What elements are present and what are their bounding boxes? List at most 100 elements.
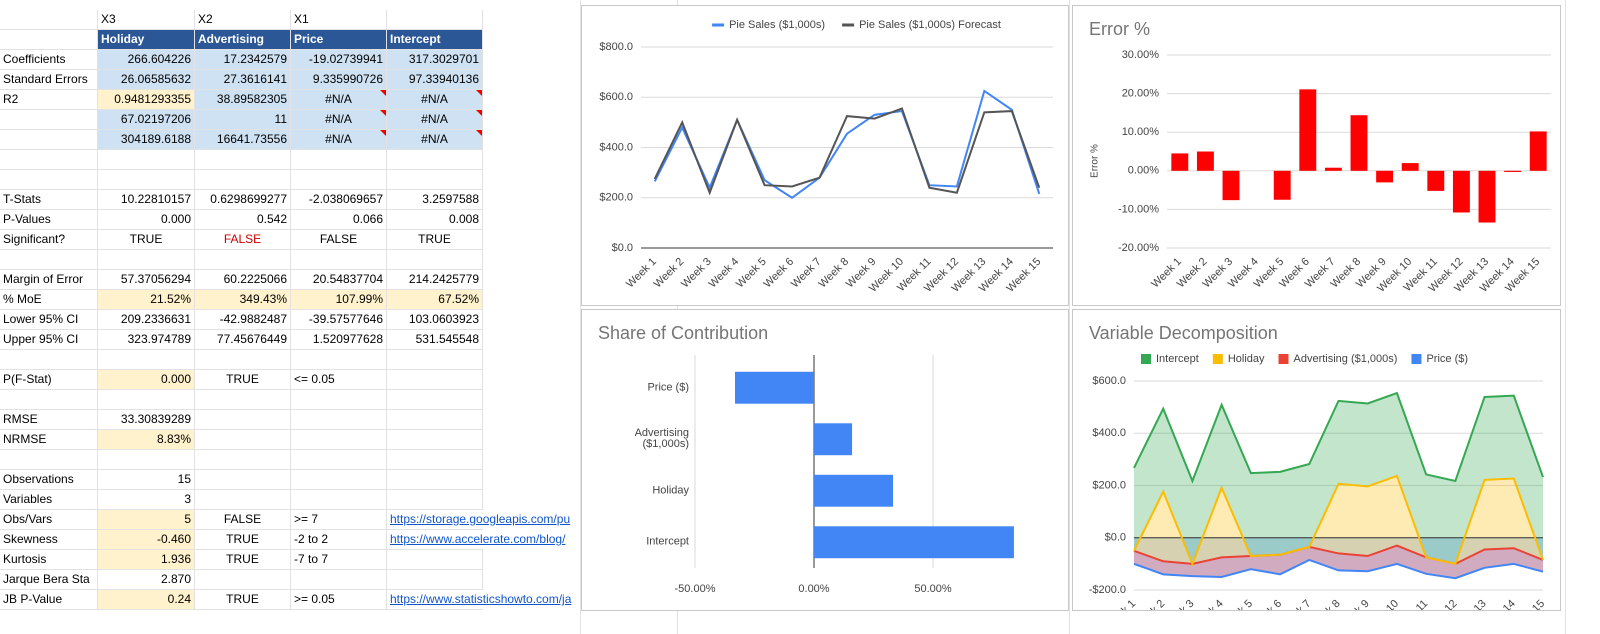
y-tick-label: $200.0 — [599, 192, 633, 204]
cell: Upper 95% CI — [0, 330, 98, 350]
cell: Variables — [0, 490, 98, 510]
chart-title: Variable Decomposition — [1089, 323, 1278, 343]
y-tick-label: 0.00% — [1128, 165, 1159, 177]
link[interactable]: https://www.accelerate.com/blog/ — [387, 530, 565, 550]
cell: 77.45676449 — [195, 330, 291, 350]
legend-swatch — [1212, 354, 1223, 364]
x-tick-label: Week 2 — [1133, 598, 1168, 610]
decomposition-chart: Variable Decomposition -$200.0 $0.0 $200.0 $… — [1072, 309, 1561, 611]
bar — [1273, 170, 1291, 200]
cell: 0.24 — [98, 590, 195, 610]
bar — [1529, 131, 1547, 171]
cell: 0.542 — [195, 210, 291, 230]
link[interactable]: https://storage.googleapis.com/pu — [387, 510, 570, 530]
cell: 0.000 — [98, 370, 195, 390]
cell: #N/A — [387, 110, 483, 130]
legend-swatch — [1141, 354, 1151, 364]
cell: Margin of Error — [0, 270, 98, 290]
cell: Holiday — [98, 30, 195, 50]
x-tick-label: -50.00% — [675, 583, 716, 595]
cell: 0.066 — [291, 210, 387, 230]
cell: 20.54837704 — [291, 270, 387, 290]
cell — [195, 470, 291, 490]
area-fill — [1134, 537, 1543, 579]
cell: #N/A — [291, 130, 387, 150]
cell: Coefficients — [0, 50, 98, 70]
cell — [0, 250, 98, 270]
cell: 107.99% — [291, 290, 387, 310]
cell — [387, 390, 483, 410]
y-tick-label: $0.0 — [1105, 532, 1126, 544]
cell: 1.936 — [98, 550, 195, 570]
cell: 304189.6188 — [98, 130, 195, 150]
cell — [195, 250, 291, 270]
legend-swatch — [1411, 354, 1422, 364]
cell: 3.2597588 — [387, 190, 483, 210]
cell: TRUE — [195, 370, 291, 390]
error-chart: Error % Error % -20.00% -10.00% 0.00% 10.00% 2… — [1072, 5, 1561, 306]
series-line — [653, 107, 1041, 196]
cell: -7 to 7 — [291, 550, 387, 570]
y-tick-label: Intercept — [646, 535, 689, 548]
cell: 26.06585632 — [98, 70, 195, 90]
bar — [1222, 170, 1240, 201]
cell: FALSE — [195, 230, 291, 250]
cell: 17.2342579 — [195, 50, 291, 70]
cell — [98, 350, 195, 370]
cell: 103.0603923 — [387, 310, 483, 330]
cell: -2.038069657 — [291, 190, 387, 210]
series-line — [1133, 474, 1544, 567]
cell: 67.02197206 — [98, 110, 195, 130]
cell: FALSE — [195, 510, 291, 530]
cell: Lower 95% CI — [0, 310, 98, 330]
cell — [98, 170, 195, 190]
cell — [0, 10, 98, 30]
cell: -42.9882487 — [195, 310, 291, 330]
cell: #N/A — [387, 90, 483, 110]
bar — [1427, 170, 1445, 191]
legend-swatch — [1278, 354, 1289, 364]
y-tick-label: 10.00% — [1122, 126, 1160, 138]
cell: >= 7 — [291, 510, 387, 530]
cell — [291, 170, 387, 190]
cell: 3 — [98, 490, 195, 510]
cell — [387, 370, 483, 390]
legend-label: Advertising ($1,000s) — [1294, 353, 1398, 365]
y-tick-label: -20.00% — [1118, 242, 1159, 254]
cell — [195, 410, 291, 430]
cell: >= 0.05 — [291, 590, 387, 610]
bar — [1504, 170, 1522, 172]
cell — [98, 390, 195, 410]
cell — [291, 350, 387, 370]
cell: 0.6298699277 — [195, 190, 291, 210]
cell — [0, 450, 98, 470]
bar — [1452, 170, 1470, 213]
cell — [387, 430, 483, 450]
legend-label: Intercept — [1156, 353, 1199, 365]
cell: Jarque Bera Sta — [0, 570, 98, 590]
cell: 214.2425779 — [387, 270, 483, 290]
legend-label: Holiday — [1228, 353, 1265, 365]
x-tick-label: Week 9 — [1337, 598, 1372, 610]
y-tick-label: Holiday — [652, 484, 689, 497]
cell: 323.974789 — [98, 330, 195, 350]
cell — [291, 150, 387, 170]
cell: Standard Errors — [0, 70, 98, 90]
y-tick-label: -10.00% — [1118, 203, 1159, 215]
cell: Kurtosis — [0, 550, 98, 570]
cell: #N/A — [291, 90, 387, 110]
cell: TRUE — [195, 530, 291, 550]
cell — [195, 430, 291, 450]
bar — [814, 474, 894, 507]
cell: 15 — [98, 470, 195, 490]
link[interactable]: https://www.statisticshowto.com/ja — [387, 590, 571, 610]
cell: Obs/Vars — [0, 510, 98, 530]
cell — [0, 390, 98, 410]
cell — [0, 350, 98, 370]
cell: NRMSE — [0, 430, 98, 450]
cell — [291, 470, 387, 490]
legend-label: Pie Sales ($1,000s) Forecast — [859, 19, 1001, 31]
cell — [291, 250, 387, 270]
